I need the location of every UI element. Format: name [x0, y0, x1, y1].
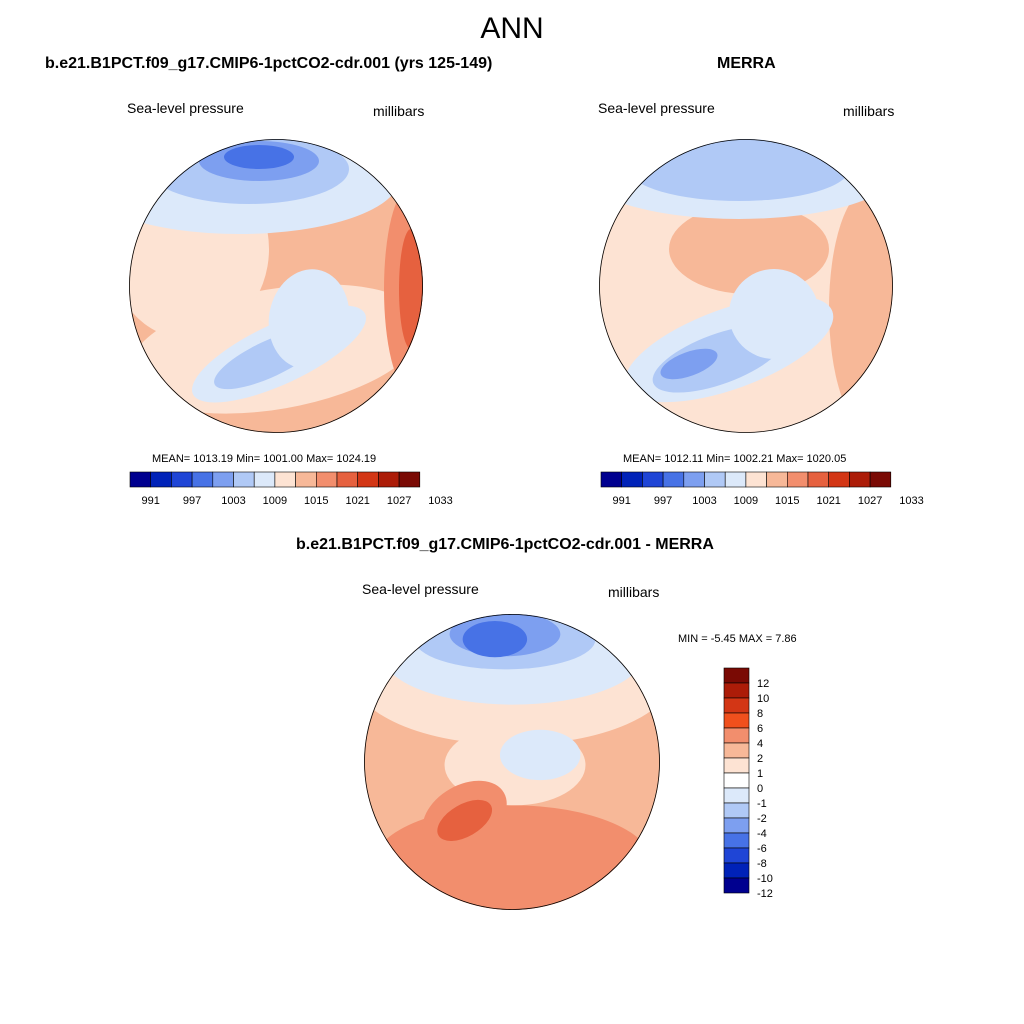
- colorbar-swatch: [723, 712, 750, 729]
- colorbar-swatch: [723, 727, 750, 744]
- colorbar-swatch: [357, 471, 379, 488]
- colorbar-tick-label: -10: [757, 873, 773, 885]
- colorbar-tick-label: 1009: [734, 495, 758, 507]
- colorbar-swatch: [766, 471, 788, 488]
- panel-1-polar-map: [129, 139, 423, 433]
- colorbar-swatch: [745, 471, 767, 488]
- colorbar-swatch: [129, 471, 152, 488]
- colorbar-swatch: [274, 471, 296, 488]
- colorbar-swatch: [787, 471, 809, 488]
- colorbar-swatch: [723, 847, 750, 864]
- colorbar-tick-label: 1003: [692, 495, 716, 507]
- colorbar-swatch: [723, 817, 750, 834]
- colorbar-swatch: [807, 471, 830, 488]
- colorbar-tick-label: 6: [757, 723, 763, 735]
- panel-1-units-label: millibars: [373, 103, 425, 119]
- colorbar-swatch: [723, 682, 750, 699]
- colorbar-swatch: [723, 862, 750, 879]
- colorbar-swatch: [642, 471, 664, 488]
- colorbar-swatch: [253, 471, 276, 488]
- colorbar-tick-label: 1033: [428, 495, 452, 507]
- colorbar-swatch: [295, 471, 317, 488]
- colorbar-swatch: [869, 471, 892, 488]
- colorbar-tick-label: 8: [757, 708, 763, 720]
- colorbar-swatch: [662, 471, 685, 488]
- colorbar-swatch: [723, 772, 750, 789]
- colorbar-tick-label: 991: [142, 495, 160, 507]
- colorbar-tick-label: -8: [757, 858, 767, 870]
- colorbar-tick-label: 1021: [345, 495, 369, 507]
- panel-2-units-label: millibars: [843, 103, 895, 119]
- colorbar-tick-label: -12: [757, 888, 773, 900]
- colorbar-tick-label: 997: [183, 495, 201, 507]
- colorbar-tick-label: 0: [757, 783, 763, 795]
- panel-2-colorbar: 991 997 1003 1009 1015 1021 1027 1033: [600, 471, 924, 507]
- colorbar-tick-label: 1009: [263, 495, 287, 507]
- colorbar-swatch: [683, 471, 705, 488]
- colorbar-swatch: [378, 471, 400, 488]
- colorbar-tick-label: 1027: [387, 495, 411, 507]
- colorbar-swatch: [723, 742, 750, 759]
- colorbar-swatch: [723, 757, 750, 774]
- colorbar-tick-label: 1027: [858, 495, 882, 507]
- colorbar-swatch: [171, 471, 193, 488]
- panel-2-polar-map: [599, 139, 893, 433]
- colorbar-tick-label: 1015: [775, 495, 799, 507]
- colorbar-swatch: [828, 471, 850, 488]
- colorbar-swatch: [723, 697, 750, 714]
- colorbar-swatch: [621, 471, 643, 488]
- panel-2-stats: MEAN= 1012.11 Min= 1002.21 Max= 1020.05: [623, 453, 847, 465]
- colorbar-tick-label: 1003: [221, 495, 245, 507]
- colorbar-tick-label: 4: [757, 738, 763, 750]
- panel-3-variable-label: Sea-level pressure: [362, 581, 479, 597]
- panel-3-polar-map: [364, 614, 660, 910]
- colorbar-tick-label: -4: [757, 828, 767, 840]
- colorbar-swatch: [723, 832, 750, 849]
- colorbar-swatch: [723, 667, 750, 684]
- colorbar-swatch: [191, 471, 214, 488]
- panel-1-variable-label: Sea-level pressure: [127, 100, 244, 116]
- panel-1-colorbar: 991 997 1003 1009 1015 1021 1027 1033: [129, 471, 453, 507]
- panel-2-variable-label: Sea-level pressure: [598, 100, 715, 116]
- page-title: ANN: [480, 12, 544, 45]
- colorbar-swatch: [704, 471, 726, 488]
- panel-2-title: MERRA: [717, 55, 776, 72]
- colorbar-tick-label: 997: [654, 495, 672, 507]
- colorbar-tick-label: -2: [757, 813, 767, 825]
- colorbar-tick-label: 12: [757, 678, 769, 690]
- panel-1-title: b.e21.B1PCT.f09_g17.CMIP6-1pctCO2-cdr.00…: [45, 55, 493, 72]
- colorbar-tick-label: -6: [757, 843, 767, 855]
- colorbar-tick-label: 2: [757, 753, 763, 765]
- colorbar-tick-label: 10: [757, 693, 769, 705]
- colorbar-tick-label: 1033: [899, 495, 923, 507]
- panel-1-stats: MEAN= 1013.19 Min= 1001.00 Max= 1024.19: [152, 453, 377, 465]
- colorbar-swatch: [398, 471, 421, 488]
- colorbar-swatch: [724, 471, 747, 488]
- panel-3-title: b.e21.B1PCT.f09_g17.CMIP6-1pctCO2-cdr.00…: [296, 536, 714, 553]
- colorbar-swatch: [336, 471, 359, 488]
- colorbar-swatch: [600, 471, 623, 488]
- colorbar-swatch: [723, 787, 750, 804]
- colorbar-swatch: [316, 471, 338, 488]
- colorbar-tick-label: 1: [757, 768, 763, 780]
- panel-3-stats: MIN = -5.45 MAX = 7.86: [678, 633, 797, 645]
- colorbar-swatch: [233, 471, 255, 488]
- colorbar-swatch: [849, 471, 871, 488]
- colorbar-tick-label: 1015: [304, 495, 328, 507]
- colorbar-tick-label: 991: [613, 495, 631, 507]
- colorbar-tick-label: 1021: [816, 495, 840, 507]
- panel-3-units-label: millibars: [608, 584, 660, 600]
- colorbar-swatch: [723, 802, 750, 819]
- colorbar-swatch: [150, 471, 172, 488]
- colorbar-swatch: [212, 471, 234, 488]
- colorbar-swatch: [723, 877, 750, 894]
- colorbar-tick-label: -1: [757, 798, 767, 810]
